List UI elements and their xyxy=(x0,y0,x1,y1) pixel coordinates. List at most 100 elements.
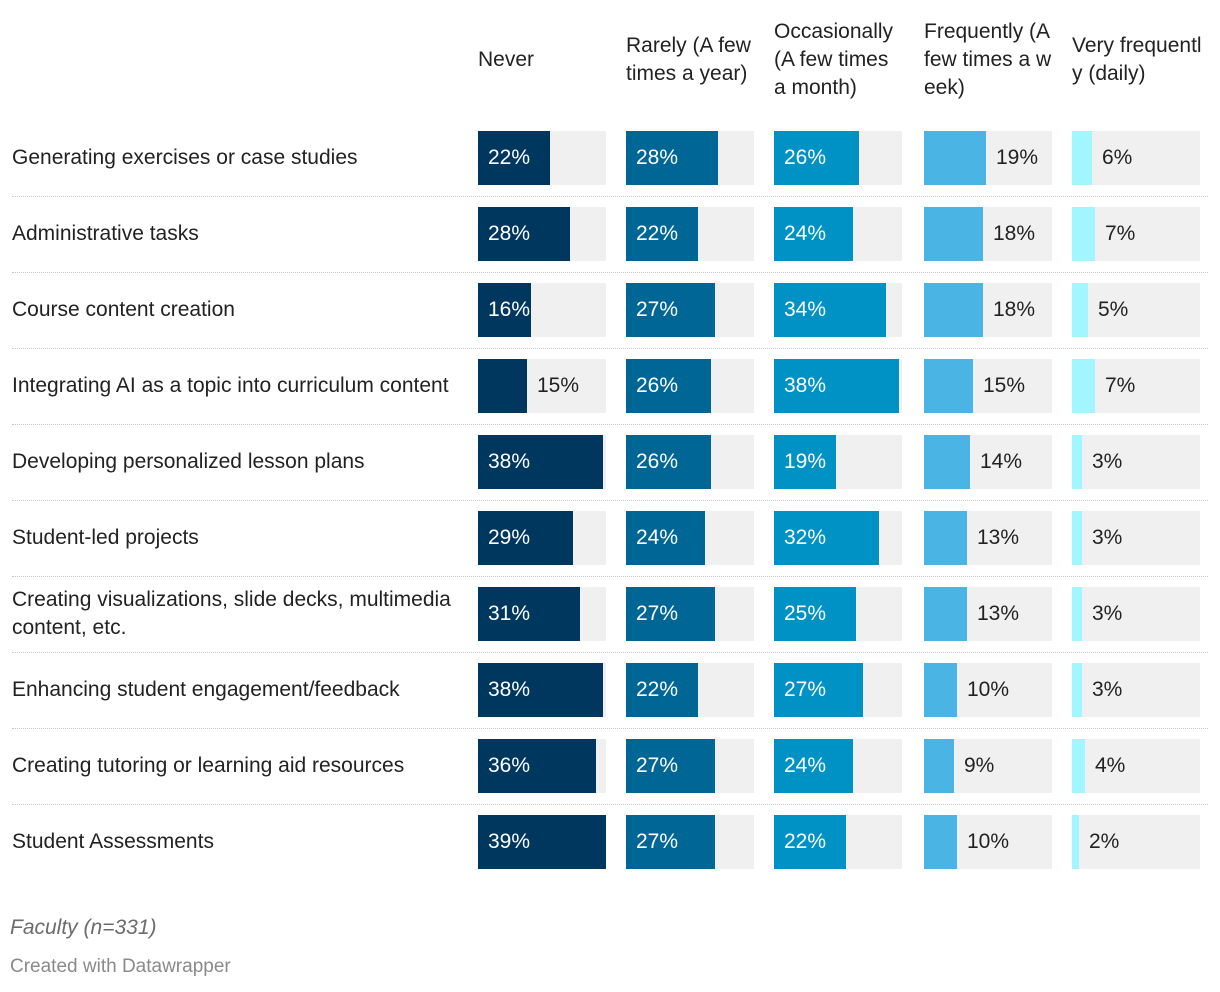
bar xyxy=(478,359,527,413)
bar-track: 27% xyxy=(626,739,754,793)
bar-track: 24% xyxy=(626,511,754,565)
bar-track: 24% xyxy=(774,739,902,793)
bar-track: 28% xyxy=(626,131,754,185)
bar xyxy=(478,283,531,337)
bar-track: 28% xyxy=(478,207,606,261)
data-label: 19% xyxy=(784,450,827,473)
bar-track: 10% xyxy=(924,663,1052,717)
row-separator xyxy=(12,728,1208,729)
bar xyxy=(1072,435,1082,489)
row-label: Creating tutoring or learning aid resour… xyxy=(12,754,405,777)
data-label: 18% xyxy=(993,298,1036,321)
bar-track: 13% xyxy=(924,587,1052,641)
bar-track: 32% xyxy=(774,511,902,565)
bar-track: 22% xyxy=(774,815,902,869)
data-label: 3% xyxy=(1092,526,1123,549)
row-separator xyxy=(12,500,1208,501)
bar xyxy=(924,131,986,185)
data-label: 7% xyxy=(1105,374,1136,397)
row-label: Student-led projects xyxy=(12,526,199,549)
row-separator xyxy=(12,424,1208,425)
bar xyxy=(924,663,957,717)
bar xyxy=(478,207,570,261)
bar xyxy=(478,511,573,565)
bar-track: 34% xyxy=(774,283,902,337)
bar xyxy=(774,435,836,489)
column-header: Very frequently (daily) xyxy=(1072,34,1202,85)
bar xyxy=(1072,739,1085,793)
bar xyxy=(1072,511,1082,565)
bar xyxy=(478,815,606,869)
bar-track: 9% xyxy=(924,739,1052,793)
bar xyxy=(774,359,899,413)
bar xyxy=(1072,359,1095,413)
bar-track: 36% xyxy=(478,739,606,793)
bar xyxy=(626,663,698,717)
data-label: 13% xyxy=(977,526,1020,549)
row-separator xyxy=(12,804,1208,805)
bar-track: 38% xyxy=(478,435,606,489)
row-label: Administrative tasks xyxy=(12,222,199,245)
data-label: 22% xyxy=(488,146,531,169)
data-label: 22% xyxy=(636,222,679,245)
bar xyxy=(924,283,983,337)
column-header: Never xyxy=(478,48,535,71)
bar xyxy=(774,663,863,717)
bar-track: 2% xyxy=(1072,815,1200,869)
data-label: 10% xyxy=(967,678,1010,701)
data-label: 15% xyxy=(537,374,580,397)
chart-area: Never Rarely (A few times a year) Occasion… xyxy=(12,20,1208,869)
bar-track: 18% xyxy=(924,283,1052,337)
bar-track: 3% xyxy=(1072,435,1200,489)
bar-track: 22% xyxy=(626,207,754,261)
bar-track: 27% xyxy=(626,815,754,869)
data-label: 24% xyxy=(636,526,679,549)
bar-track: 19% xyxy=(924,131,1052,185)
bar-track: 6% xyxy=(1072,131,1200,185)
bar xyxy=(774,283,886,337)
row-separator xyxy=(12,348,1208,349)
bar xyxy=(924,511,967,565)
bar xyxy=(924,359,973,413)
row-label: Developing personalized lesson plans xyxy=(12,450,365,473)
row-label: Integrating AI as a topic into curriculu… xyxy=(12,374,449,397)
data-label: 3% xyxy=(1092,450,1123,473)
column-header: Frequently (A few times a week) xyxy=(924,20,1052,99)
bar xyxy=(1072,587,1082,641)
bar-track: 22% xyxy=(626,663,754,717)
bar xyxy=(1072,663,1082,717)
row-separator xyxy=(12,652,1208,653)
bar xyxy=(478,739,596,793)
data-label: 26% xyxy=(784,146,827,169)
bar-track: 4% xyxy=(1072,739,1200,793)
data-label: 18% xyxy=(993,222,1036,245)
data-label: 38% xyxy=(488,450,531,473)
bar xyxy=(478,131,550,185)
bar xyxy=(774,511,879,565)
bar-track: 15% xyxy=(478,359,606,413)
bar-track: 27% xyxy=(626,283,754,337)
column-header: Occasionally (A few times a month) xyxy=(774,20,894,99)
bar-track: 26% xyxy=(626,435,754,489)
bar-track: 27% xyxy=(626,587,754,641)
bar-track: 16% xyxy=(478,283,606,337)
data-label: 27% xyxy=(636,602,679,625)
data-label: 15% xyxy=(983,374,1026,397)
bar xyxy=(478,663,603,717)
data-label: 39% xyxy=(488,830,531,853)
bar xyxy=(774,207,853,261)
row-label: Student Assessments xyxy=(12,830,214,853)
data-label: 27% xyxy=(636,754,679,777)
bar-track: 31% xyxy=(478,587,606,641)
column-header: Rarely (A few times a year) xyxy=(626,34,751,85)
data-label: 25% xyxy=(784,602,827,625)
bar xyxy=(774,587,856,641)
data-label: 5% xyxy=(1098,298,1129,321)
datawrapper-credit: Created with Datawrapper xyxy=(10,956,231,977)
data-label: 27% xyxy=(636,830,679,853)
row-label: Generating exercises or case studies xyxy=(12,146,358,169)
data-label: 22% xyxy=(636,678,679,701)
data-label: 10% xyxy=(967,830,1010,853)
data-label: 38% xyxy=(784,374,827,397)
bar-track: 15% xyxy=(924,359,1052,413)
